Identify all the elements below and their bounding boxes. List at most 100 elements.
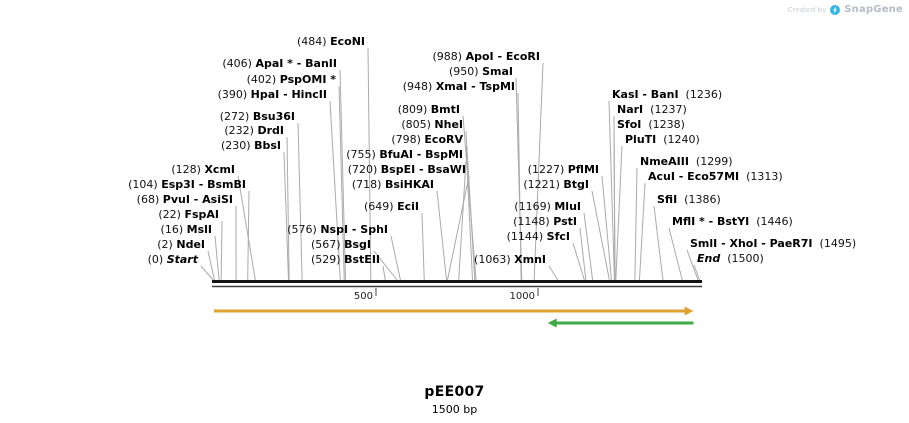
restriction-site-label[interactable]: (948) XmaI - TspMI — [403, 80, 515, 93]
site-enzymes: EcoNI — [330, 35, 365, 48]
restriction-site-label[interactable]: (950) SmaI — [449, 65, 513, 78]
restriction-site-label[interactable]: KasI - BanI (1236) — [612, 88, 722, 101]
restriction-site-label[interactable]: (805) NheI — [401, 118, 463, 131]
site-enzymes: PstI — [553, 215, 577, 228]
restriction-site-label[interactable]: (104) Esp3I - BsmBI — [128, 178, 246, 191]
reverse-feature-arrow-head[interactable] — [547, 318, 557, 328]
map-backbone-line — [212, 280, 702, 283]
site-position: (1299) — [695, 155, 733, 168]
site-enzymes: MluI — [554, 200, 581, 213]
site-position: (567) — [311, 238, 341, 251]
restriction-site-label[interactable]: PluTI (1240) — [625, 133, 700, 146]
site-position: (755) — [346, 148, 376, 161]
leader-line — [615, 145, 623, 282]
site-position: (1169) — [514, 200, 551, 213]
restriction-site-label[interactable]: SmlI - XhoI - PaeR7I (1495) — [690, 237, 856, 250]
restriction-site-label[interactable]: End (1500) — [697, 252, 764, 265]
restriction-site-label[interactable]: NmeAIII (1299) — [640, 155, 733, 168]
restriction-site-label[interactable]: (798) EcoRV — [391, 133, 463, 146]
plasmid-title-block: pEE007 1500 bp — [0, 384, 909, 416]
restriction-site-label[interactable]: (718) BsiHKAI — [352, 178, 434, 191]
snapgene-logo-icon — [830, 4, 841, 15]
site-position: (1144) — [506, 230, 544, 243]
restriction-site-label[interactable]: (576) NspI - SphI — [287, 223, 388, 236]
leader-line — [237, 175, 256, 282]
leader-line — [458, 160, 467, 282]
restriction-site-label[interactable]: (390) HpaI - HincII — [218, 88, 327, 101]
site-enzymes: BstEII — [344, 253, 380, 266]
restriction-site-label[interactable]: (1221) BtgI — [523, 178, 589, 191]
site-position: (22) — [158, 208, 181, 221]
forward-feature-arrow-head[interactable] — [684, 306, 694, 316]
leader-line — [220, 220, 223, 282]
site-position: (950) — [449, 65, 479, 78]
restriction-site-label[interactable]: (402) PspOMI * — [247, 73, 336, 86]
leader-line — [533, 62, 544, 282]
restriction-site-label[interactable]: (1144) SfcI — [507, 230, 570, 243]
site-position: (1148) — [513, 215, 550, 228]
leader-line — [297, 122, 303, 282]
restriction-site-label[interactable]: (16) MslI — [161, 223, 212, 236]
restriction-site-label[interactable]: (68) PvuI - AsiSI — [137, 193, 233, 206]
site-position: (272) — [219, 110, 250, 123]
restriction-site-label[interactable]: (1169) MluI — [514, 200, 581, 213]
restriction-site-label[interactable]: (22) FspAI — [158, 208, 219, 221]
restriction-site-label[interactable]: (484) EcoNI — [297, 35, 365, 48]
restriction-site-label[interactable]: (809) BmtI — [398, 103, 460, 116]
plasmid-length: 1500 bp — [431, 403, 478, 416]
restriction-site-label[interactable]: (755) BfuAI - BspMI — [346, 148, 463, 161]
restriction-site-label[interactable]: SfoI (1238) — [617, 118, 685, 131]
restriction-site-label[interactable]: (406) ApaI * - BanII — [222, 57, 337, 70]
leader-line — [207, 250, 216, 282]
restriction-site-label[interactable]: (128) XcmI — [171, 163, 235, 176]
restriction-site-label[interactable]: AcuI - Eco57MI (1313) — [648, 170, 783, 183]
leader-line — [579, 227, 587, 282]
restriction-site-label[interactable]: (1148) PstI — [513, 215, 577, 228]
site-position: (390) — [217, 88, 248, 101]
site-position: (402) — [246, 73, 277, 86]
restriction-site-label[interactable]: (230) BbsI — [221, 139, 281, 152]
restriction-site-label[interactable]: (0) Start — [148, 253, 198, 266]
leader-line — [465, 130, 476, 282]
restriction-site-label[interactable]: (1227) PflMI — [528, 163, 599, 176]
restriction-site-label[interactable]: (2) NdeI — [157, 238, 205, 251]
leader-line — [421, 212, 425, 282]
site-position: (104) — [128, 178, 158, 191]
site-position: (16) — [160, 223, 184, 236]
leader-line — [214, 235, 220, 282]
site-position: (230) — [221, 139, 251, 152]
restriction-site-label[interactable]: SfiI (1386) — [657, 193, 721, 206]
leader-line — [591, 190, 611, 282]
site-position: (1221) — [523, 178, 560, 191]
restriction-site-label[interactable]: (988) ApoI - EcoRI — [432, 50, 540, 63]
site-enzymes: MslI — [186, 223, 212, 236]
site-enzymes: Esp3I - BsmBI — [161, 178, 246, 191]
leader-line — [286, 136, 290, 282]
site-enzymes: EciI — [397, 200, 419, 213]
axis-tick-label: 500 — [354, 291, 373, 302]
site-position: (1236) — [685, 88, 723, 101]
site-enzymes: NmeAIII — [640, 155, 689, 168]
restriction-site-label[interactable]: (567) BsgI — [311, 238, 371, 251]
site-enzymes: SmlI - XhoI - PaeR7I — [690, 237, 813, 250]
restriction-site-label[interactable]: (649) EciI — [364, 200, 419, 213]
site-enzymes: DrdI — [257, 124, 284, 137]
site-position: (649) — [364, 200, 394, 213]
plasmid-name: pEE007 — [424, 384, 485, 400]
leader-line — [572, 242, 586, 282]
site-enzymes: XcmI — [204, 163, 235, 176]
restriction-site-label[interactable]: (1063) XmnI — [474, 253, 546, 266]
restriction-site-label[interactable]: NarI (1237) — [617, 103, 687, 116]
leader-line — [465, 145, 474, 282]
leader-line — [373, 250, 399, 282]
restriction-site-label[interactable]: (529) BstEII — [311, 253, 380, 266]
site-position: (948) — [402, 80, 433, 93]
site-enzymes: NarI — [617, 103, 644, 116]
restriction-site-label[interactable]: (232) DrdI — [224, 124, 284, 137]
restriction-site-label[interactable]: (720) BspEI - BsaWI — [348, 163, 466, 176]
restriction-site-label[interactable]: MflI * - BstYI (1446) — [672, 215, 793, 228]
leader-line — [446, 175, 470, 282]
leader-line — [601, 175, 613, 282]
restriction-site-label[interactable]: (272) Bsu36I — [220, 110, 295, 123]
